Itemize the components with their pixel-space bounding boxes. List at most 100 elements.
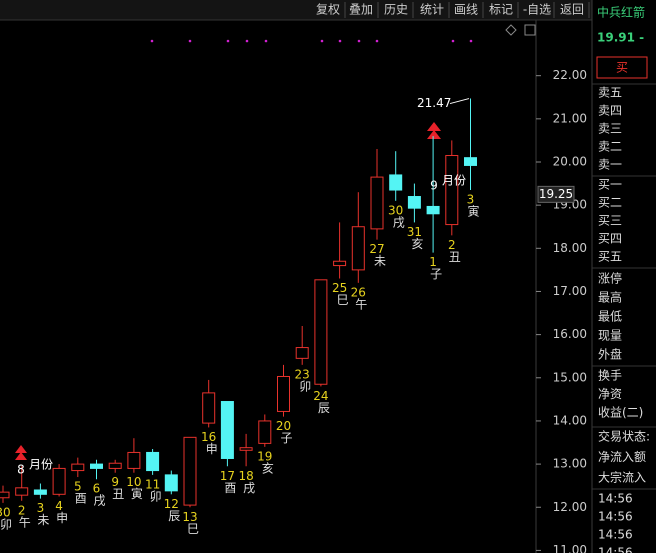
branch-label: 酉	[224, 481, 236, 495]
day-label: 30	[388, 203, 403, 217]
month-mark-num: 9	[430, 179, 438, 193]
panel-label: 最高	[598, 290, 622, 305]
branch-label: 戌	[393, 215, 405, 229]
panel-label: 收益(二)	[598, 406, 643, 420]
panel-label: 最低	[598, 310, 622, 324]
month-mark-num: 8	[17, 463, 25, 477]
day-label: 9	[111, 475, 119, 489]
day-label: 16	[201, 430, 216, 444]
panel-label: 净资	[598, 387, 622, 401]
day-label: 18	[238, 469, 253, 483]
candle-body	[52, 467, 66, 495]
branch-label: 寅	[131, 486, 143, 501]
candle-body	[464, 157, 477, 166]
y-tick-label: 14.00	[553, 413, 587, 427]
month-mark-text: 月份	[29, 458, 53, 472]
day-label: 11	[145, 477, 160, 491]
branch-label: 辰	[318, 401, 330, 415]
buy-button[interactable]: 买	[616, 61, 628, 75]
toolbar-button[interactable]: -自选	[523, 3, 551, 17]
day-label: 12	[164, 497, 179, 511]
y-tick-label: 11.00	[553, 543, 587, 553]
panel-label: 卖四	[598, 104, 622, 118]
panel-label: 大宗流入	[598, 470, 646, 485]
y-tick-label: 18.00	[553, 241, 587, 255]
day-label: 19	[257, 449, 272, 463]
candle-body	[333, 260, 347, 267]
day-label: 3	[37, 501, 45, 515]
branch-label: 未	[374, 254, 386, 268]
icon[interactable]	[505, 24, 517, 36]
branch-label: 卯	[0, 517, 12, 531]
toolbar-button[interactable]: 画线	[454, 3, 478, 17]
branch-label: 戌	[243, 481, 255, 495]
toolbar-button[interactable]: 复权	[316, 3, 340, 17]
buy-button-box[interactable]	[596, 56, 648, 79]
stock-price: 19.91 -	[597, 31, 644, 45]
panel-label: 卖一	[598, 158, 622, 172]
panel-label: 交易状态:	[598, 429, 650, 444]
branch-label: 丑	[449, 250, 461, 264]
candle-body	[71, 463, 85, 472]
day-label: 20	[276, 419, 291, 433]
day-label: 4	[55, 499, 63, 513]
candle-body	[426, 205, 440, 215]
branch-label: 巳	[187, 522, 199, 536]
toolbar-button[interactable]: 叠加	[349, 3, 373, 17]
toolbar-bg	[0, 0, 592, 20]
day-label: 2	[18, 503, 26, 517]
y-tick-label: 12.00	[553, 500, 587, 514]
candle-body	[277, 375, 290, 412]
icon[interactable]	[524, 24, 536, 36]
candle-body	[183, 436, 197, 506]
candle-body	[295, 347, 309, 359]
day-label: 6	[93, 482, 101, 496]
branch-label: 申	[206, 442, 218, 456]
panel-label: 换手	[598, 369, 622, 383]
candle-body	[146, 451, 160, 472]
signal-arrows	[15, 122, 441, 460]
toolbar-button[interactable]: 返回	[560, 3, 584, 17]
last-price-label: 19.25	[539, 187, 573, 201]
y-tick-label: 22.00	[553, 68, 587, 82]
branch-label: 未	[37, 513, 49, 527]
day-label: 1	[429, 255, 437, 269]
y-tick-label: 21.00	[553, 111, 587, 125]
branch-label: 辰	[168, 509, 180, 523]
panel-label: 14:56	[598, 492, 633, 506]
day-label: 31	[407, 225, 422, 239]
candle-body	[0, 491, 10, 499]
branch-label: 亥	[262, 461, 274, 475]
candle-body	[108, 462, 122, 469]
candle-body	[370, 176, 384, 230]
panel-label: 14:56	[598, 528, 633, 542]
high-arrow	[449, 98, 470, 105]
candle-body	[220, 401, 234, 459]
day-label: 23	[295, 367, 310, 381]
candle-body	[33, 489, 47, 495]
panel-label: 现量	[598, 329, 622, 343]
day-label: 3	[467, 193, 475, 207]
toolbar-button[interactable]: 历史	[384, 3, 408, 17]
panel-label: 卖三	[598, 122, 622, 136]
panel-label: 涨停	[598, 271, 622, 286]
day-label: 2	[448, 238, 456, 252]
panel-label: 买五	[598, 250, 622, 264]
candle-body	[407, 196, 421, 209]
branch-label: 巳	[337, 293, 349, 307]
candle-body	[389, 174, 403, 191]
branch-label: 卯	[150, 489, 162, 503]
panel-label: 买四	[598, 232, 622, 246]
stock-name: 中兵红箭	[597, 5, 645, 20]
panel-label: 净流入额	[598, 450, 646, 464]
toolbar-button[interactable]: 统计	[420, 3, 444, 17]
candle-body	[314, 279, 328, 385]
branch-label: 卯	[299, 379, 311, 393]
panel-label: 买一	[598, 178, 622, 192]
branch-label: 酉	[75, 492, 87, 506]
y-tick-label: 17.00	[553, 284, 587, 298]
toolbar-button[interactable]: 标记	[489, 3, 513, 17]
